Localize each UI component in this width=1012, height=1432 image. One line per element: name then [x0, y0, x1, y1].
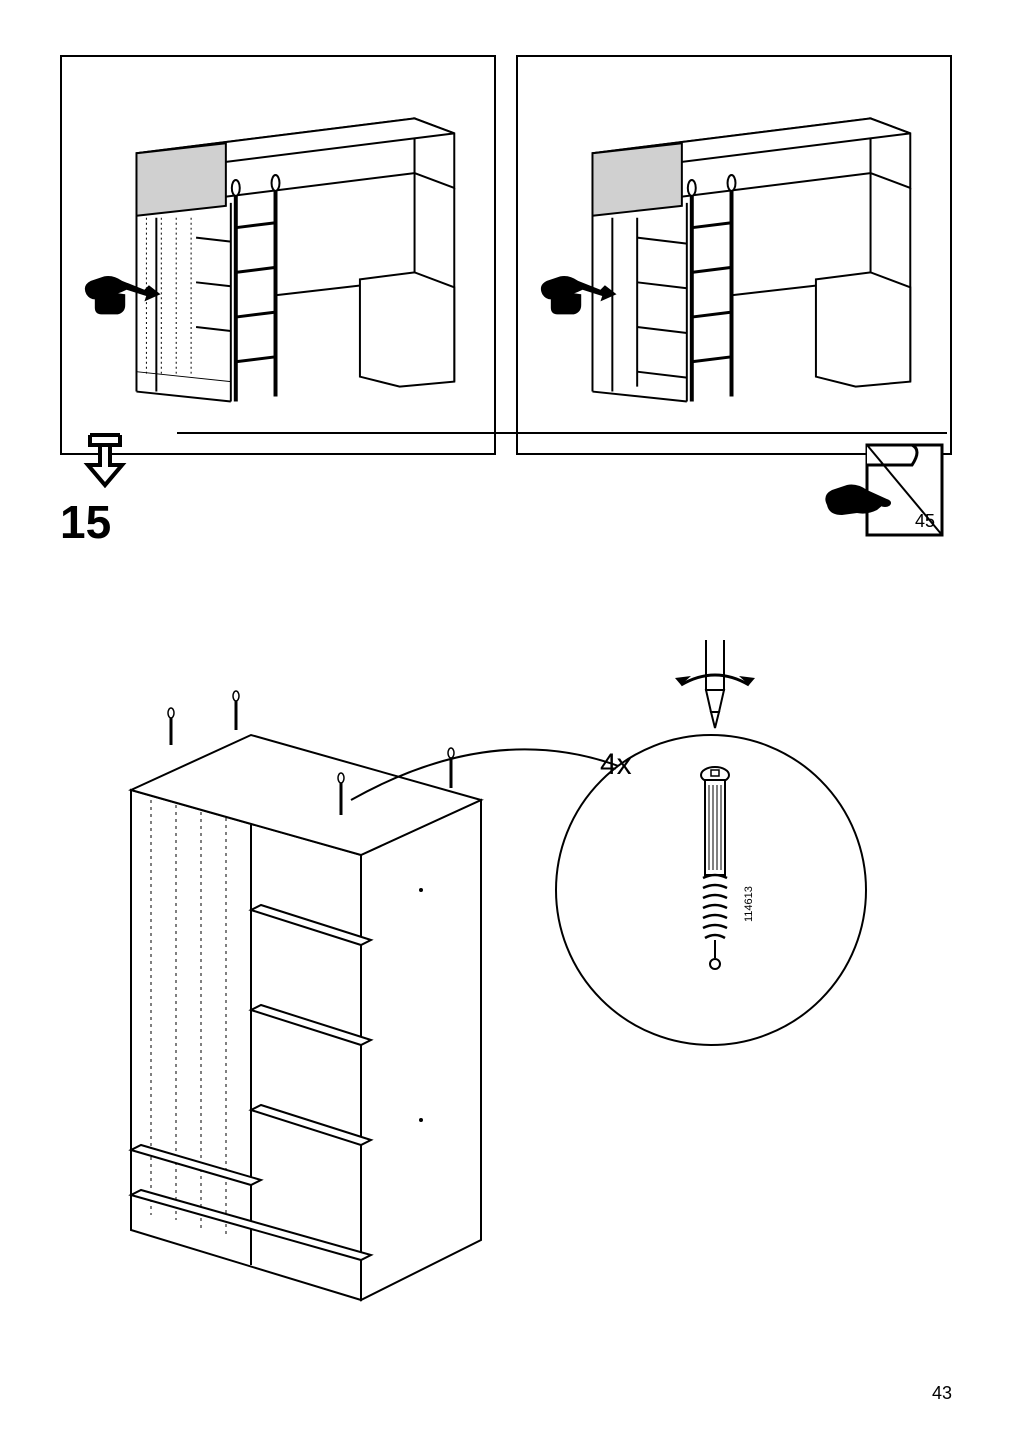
- loft-bed-diagram-b: [518, 57, 950, 453]
- option-panel-left: [60, 55, 496, 455]
- loft-bed-diagram-a: [62, 57, 494, 453]
- part-number-label: 114613: [743, 886, 755, 922]
- cabinet-drawing: [131, 691, 481, 1300]
- step-number: 15: [60, 495, 111, 549]
- option-panel-right: [516, 55, 952, 455]
- page-reference-number: 45: [915, 511, 935, 532]
- page-reference-icon: 45: [817, 435, 947, 550]
- assembly-diagram: 4x 114613: [60, 640, 952, 1320]
- option-panels: [60, 55, 952, 455]
- reference-line: [177, 432, 947, 434]
- screwdriver-icon: [675, 640, 755, 728]
- hardware-quantity: 4x: [600, 748, 632, 782]
- step-arrow-icon: [80, 430, 130, 495]
- page-number: 43: [932, 1383, 952, 1404]
- instruction-page: 15 45: [0, 0, 1012, 1432]
